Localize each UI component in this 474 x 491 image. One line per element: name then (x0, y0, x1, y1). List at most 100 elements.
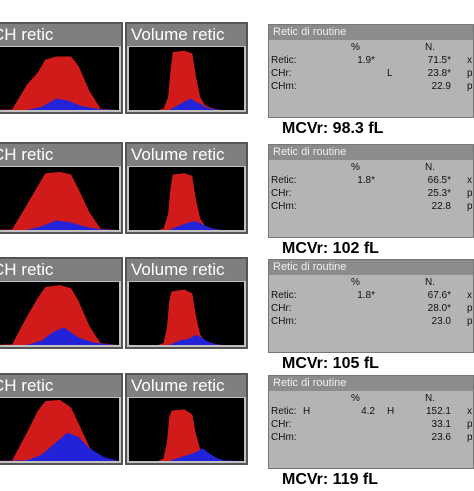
param-label: CHr: (271, 303, 292, 314)
mcvr-value: MCVr: 102 fL (282, 240, 379, 257)
retic-routine-panel: Retic di routine% N. Retic: 1.9* 71.5* x CHr: L… (268, 24, 474, 118)
unit-label: p (467, 303, 473, 314)
ch-retic-blue-distribution (0, 327, 119, 345)
retic-routine-panel: Retic di routine% N. Retic: H 4.2 H 152.1 x CHr:… (268, 375, 474, 469)
volume-retic-panel: Volume retic (125, 373, 248, 465)
ch-retic-panel: CH retic (0, 373, 123, 465)
unit-label: p (467, 316, 473, 327)
unit-label: x (467, 290, 472, 301)
volume-retic-histogram (129, 289, 244, 345)
param-label: CHr: (271, 68, 292, 79)
count-header: N. (425, 42, 435, 53)
param-label: CHm: (271, 316, 297, 327)
ch-retic-blue-distribution (0, 220, 119, 230)
percent-value: 1.8* (357, 290, 375, 301)
flag-count: H (387, 406, 395, 417)
flag-count: L (387, 68, 393, 79)
volume-retic-panel: Volume retic (125, 257, 248, 349)
retic-param-row: CHr: 28.0* p (269, 302, 473, 315)
ch-retic-title: CH retic (0, 375, 121, 397)
unit-label: p (467, 68, 473, 79)
volume-retic-red-distribution (129, 409, 244, 461)
ch-retic-plot (0, 282, 119, 345)
retic-param-row: CHm: 23.0 p (269, 315, 473, 328)
unit-label: p (467, 188, 473, 199)
column-header: % N. (269, 161, 473, 174)
volume-retic-panel: Volume retic (125, 22, 248, 114)
count-value: 23.0 (431, 316, 451, 327)
mcvr-value: MCVr: 98.3 fL (282, 120, 384, 137)
retic-param-row: CHm: 23.6 p (269, 431, 473, 444)
unit-label: x (467, 175, 472, 186)
volume-retic-title: Volume retic (127, 24, 246, 46)
volume-retic-plot (129, 47, 244, 110)
count-value: 22.9 (431, 81, 451, 92)
ch-retic-histogram (0, 172, 119, 230)
count-header: N. (425, 162, 435, 173)
count-value: 33.1 (431, 419, 451, 430)
percent-value: 4.2 (361, 406, 375, 417)
volume-retic-blue-distribution (129, 221, 244, 230)
ch-retic-blue-distribution (0, 432, 119, 461)
retic-param-row: Retic: 1.8* 66.5* x (269, 174, 473, 187)
volume-retic-blue-distribution (129, 334, 244, 345)
param-label: Retic: (271, 406, 297, 417)
ch-retic-histogram (0, 399, 119, 461)
volume-retic-histogram (129, 409, 244, 461)
retic-routine-panel: Retic di routine% N. Retic: 1.8* 66.5* x CHr: 2… (268, 144, 474, 238)
unit-label: p (467, 201, 473, 212)
percent-header: % (351, 42, 360, 53)
volume-retic-blue-distribution (129, 448, 244, 461)
retic-routine-panel: Retic di routine% N. Retic: 1.8* 67.6* x CHr: 2… (268, 259, 474, 353)
retic-param-row: CHm: 22.8 p (269, 200, 473, 213)
volume-retic-red-distribution (129, 50, 244, 110)
retic-param-row: Retic: H 4.2 H 152.1 x (269, 405, 473, 418)
ch-retic-title: CH retic (0, 144, 121, 166)
unit-label: p (467, 432, 473, 443)
count-header: N. (425, 277, 435, 288)
column-header: % N. (269, 392, 473, 405)
ch-retic-panel: CH retic (0, 22, 123, 114)
volume-retic-red-distribution (129, 289, 244, 345)
mcvr-value: MCVr: 105 fL (282, 355, 379, 372)
param-label: Retic: (271, 55, 297, 66)
volume-retic-title: Volume retic (127, 375, 246, 397)
ch-retic-title: CH retic (0, 259, 121, 281)
ch-retic-plot (0, 167, 119, 230)
param-label: CHm: (271, 81, 297, 92)
param-label: CHm: (271, 201, 297, 212)
volume-retic-plot (129, 282, 244, 345)
ch-retic-red-distribution (0, 399, 119, 461)
count-header: N. (425, 393, 435, 404)
sample-row: CH retic Volume retic Retic di routine% N. R… (0, 373, 474, 491)
unit-label: x (467, 55, 472, 66)
retic-routine-title: Retic di routine (269, 260, 473, 275)
ch-retic-red-distribution (0, 172, 119, 230)
count-value: 28.0* (427, 303, 451, 314)
param-label: CHr: (271, 188, 292, 199)
retic-param-row: Retic: 1.8* 67.6* x (269, 289, 473, 302)
retic-param-row: CHr: L 23.8* p (269, 67, 473, 80)
ch-retic-histogram (0, 285, 119, 345)
count-value: 67.6* (427, 290, 451, 301)
retic-routine-title: Retic di routine (269, 25, 473, 40)
percent-header: % (351, 162, 360, 173)
param-label: Retic: (271, 290, 297, 301)
retic-routine-title: Retic di routine (269, 376, 473, 391)
percent-header: % (351, 277, 360, 288)
volume-retic-title: Volume retic (127, 259, 246, 281)
percent-header: % (351, 393, 360, 404)
volume-retic-title: Volume retic (127, 144, 246, 166)
retic-param-row: Retic: 1.9* 71.5* x (269, 54, 473, 67)
volume-retic-panel: Volume retic (125, 142, 248, 234)
param-label: CHm: (271, 432, 297, 443)
volume-retic-histogram (129, 173, 244, 230)
unit-label: p (467, 81, 473, 92)
ch-retic-plot (0, 47, 119, 110)
volume-retic-plot (129, 398, 244, 461)
volume-retic-red-distribution (129, 173, 244, 230)
ch-retic-panel: CH retic (0, 257, 123, 349)
count-value: 25.3* (427, 188, 451, 199)
retic-param-row: CHm: 22.9 p (269, 80, 473, 93)
